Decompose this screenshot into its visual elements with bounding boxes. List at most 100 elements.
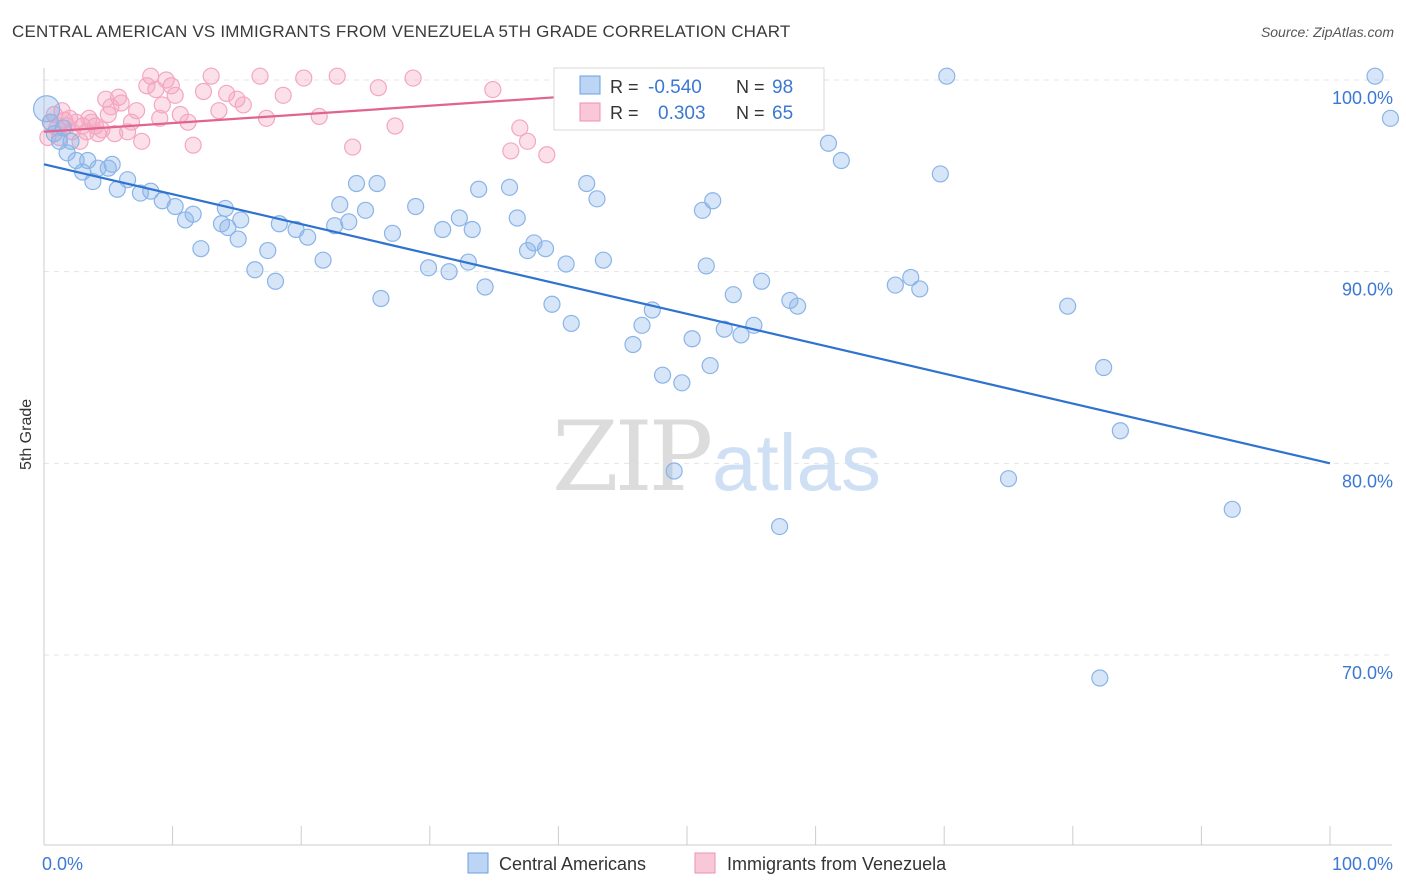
data-point [673, 374, 691, 392]
data-point [419, 259, 438, 277]
data-point [62, 132, 80, 150]
data-point [683, 330, 701, 348]
data-point [166, 86, 184, 104]
data-point [752, 272, 771, 290]
data-point [54, 119, 72, 137]
data-point [665, 462, 683, 480]
data-point [902, 268, 920, 287]
data-point [153, 96, 171, 114]
data-point [633, 316, 651, 334]
data-point [344, 138, 362, 156]
stats-r-value: -0.540 [648, 77, 702, 98]
data-point [697, 257, 715, 275]
data-point [310, 107, 328, 126]
data-point [470, 180, 488, 198]
data-point [594, 251, 613, 269]
data-point [578, 174, 596, 193]
stats-swatch-venezuela [579, 102, 601, 122]
data-point [257, 109, 276, 127]
data-point [434, 220, 452, 239]
data-point [1223, 500, 1241, 518]
stats-r-label: R = [610, 77, 639, 97]
data-point [704, 192, 722, 210]
data-point [1111, 422, 1129, 440]
trend-line [43, 163, 1331, 465]
data-point [328, 67, 346, 85]
data-point [194, 82, 213, 101]
data-point [938, 67, 956, 85]
data-point [274, 86, 292, 104]
data-point [538, 146, 556, 164]
data-point [788, 297, 807, 315]
data-point [701, 356, 719, 375]
data-point [386, 117, 404, 135]
data-point [518, 132, 537, 150]
stats-n-value: 98 [772, 77, 793, 98]
y-tick-label: 100.0% [1332, 88, 1393, 108]
data-point [502, 142, 520, 160]
data-point [588, 190, 606, 208]
bottom-legend: Central Americans Immigrants from Venezu… [467, 852, 947, 874]
trend-lines [43, 94, 1331, 465]
stats-r-value: 0.303 [658, 103, 706, 124]
data-point [184, 205, 202, 223]
data-point [162, 77, 180, 95]
data-point [1059, 297, 1077, 315]
data-point [368, 174, 386, 193]
data-point [127, 102, 146, 120]
data-point [232, 211, 250, 229]
data-point [184, 136, 202, 154]
data-point [931, 165, 949, 183]
y-tick-label: 80.0% [1342, 471, 1393, 491]
x-tick-label: 100.0% [1332, 854, 1393, 874]
data-point [295, 69, 313, 87]
x-tick-label: 0.0% [42, 854, 83, 874]
legend-label-central-americans: Central Americans [499, 854, 646, 874]
legend-swatch-central-americans [467, 852, 489, 874]
data-point [314, 251, 332, 269]
tick-labels: 100.0% 90.0% 80.0% 70.0% 0.0% 100.0% [42, 88, 1393, 874]
data-point [624, 335, 642, 354]
data-point [440, 263, 458, 281]
watermark: ZIP atlas [552, 401, 881, 513]
data-point [484, 80, 502, 99]
data-point [715, 320, 733, 338]
series-central-americans-points [32, 67, 1400, 687]
data-point [246, 261, 264, 279]
watermark-atlas: atlas [712, 418, 881, 507]
data-point [356, 201, 375, 219]
data-point [536, 240, 555, 258]
data-point [219, 218, 237, 237]
data-point [326, 217, 344, 235]
stats-n-label: N = [736, 103, 765, 123]
stats-legend: R = -0.540 N = 98 R = 0.303 N = 65 [553, 67, 825, 131]
data-point [112, 94, 130, 112]
data-point [407, 197, 425, 216]
stats-n-value: 65 [772, 103, 793, 124]
y-tick-label: 90.0% [1342, 280, 1393, 300]
data-point [229, 230, 247, 248]
stats-n-label: N = [736, 77, 765, 97]
data-point [404, 69, 422, 87]
data-point [500, 178, 519, 196]
data-point [228, 90, 246, 108]
legend-label-venezuela: Immigrants from Venezuela [727, 854, 947, 874]
stats-swatch-central-americans [579, 75, 601, 95]
data-point [999, 470, 1018, 488]
data-point [93, 121, 111, 139]
stats-r-label: R = [610, 103, 639, 123]
data-point [251, 67, 269, 85]
data-point [369, 79, 387, 97]
data-point [331, 195, 349, 214]
data-point [118, 123, 137, 141]
chart-title: CENTRAL AMERICAN VS IMMIGRANTS FROM VENE… [12, 22, 791, 41]
chart-source: Source: ZipAtlas.com [1260, 24, 1394, 40]
data-point [234, 96, 252, 114]
data-point [819, 134, 838, 152]
legend-swatch-venezuela [694, 852, 716, 874]
data-point [202, 67, 220, 85]
data-point [218, 84, 236, 103]
axes [43, 68, 1392, 846]
data-point [450, 209, 468, 227]
data-point [511, 119, 529, 137]
